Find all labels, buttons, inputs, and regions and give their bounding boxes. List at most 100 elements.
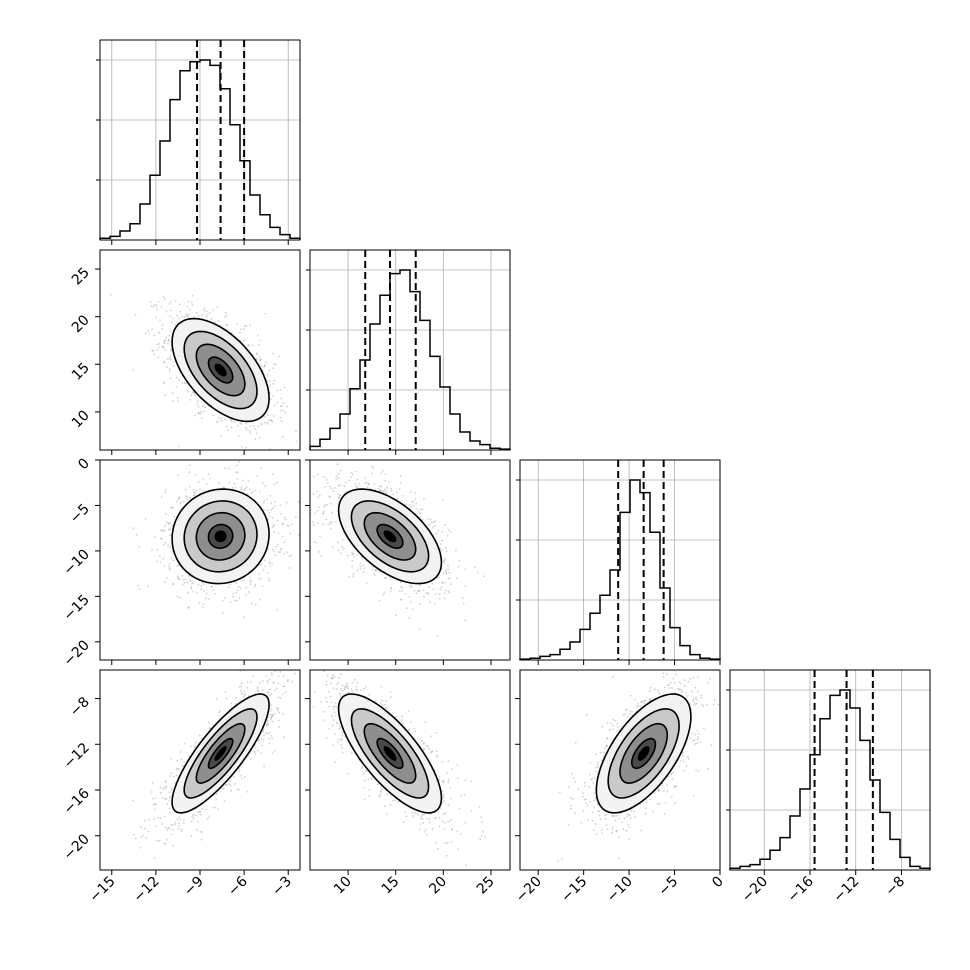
scatter-point [192,488,195,491]
scatter-point [178,303,181,306]
scatter-point [264,312,267,315]
scatter-point [169,567,172,570]
scatter-point [371,568,374,571]
scatter-point [276,543,279,546]
scatter-point [462,597,464,600]
scatter-point [164,297,166,300]
scatter-point [333,456,335,458]
scatter-point [163,842,166,845]
scatter-point [422,589,425,592]
scatter-point [236,424,239,427]
scatter-point [277,551,280,553]
scatter-point [297,533,300,536]
scatter-point [258,343,261,346]
panel-frame [729,669,931,871]
scatter-point [263,364,266,367]
scatter-point [199,488,201,491]
scatter-point [427,593,430,596]
scatter-point [171,789,174,791]
scatter-point [271,673,273,676]
scatter-point [365,481,368,484]
scatter-point [147,330,149,332]
scatter-point [237,435,240,437]
scatter-point [280,420,283,423]
scatter-point [262,501,265,504]
scatter-point [227,586,230,589]
scatter-point [365,582,368,585]
scatter-point [271,507,274,510]
scatter-point [208,815,211,818]
scatter-point [254,603,257,606]
scatter-point [160,528,163,531]
scatter-point [401,495,404,497]
scatter-point [311,521,314,524]
scatter-point [166,838,169,841]
scatter-point [384,492,387,495]
scatter-point [348,479,350,482]
scatter-point [166,358,169,360]
scatter-point [230,789,232,792]
scatter-point [203,410,206,413]
scatter-point [160,537,163,540]
scatter-point [210,585,213,588]
scatter-point [260,364,263,367]
scatter-point [217,320,220,322]
scatter-point [198,601,201,604]
scatter-point [408,616,411,619]
scatter-point [458,559,461,562]
scatter-point [207,598,210,600]
scatter-point [224,467,227,470]
scatter-point [266,422,268,425]
scatter-point [267,414,269,417]
scatter-point [249,580,252,583]
scatter-point [148,332,151,335]
scatter-point [398,590,401,593]
scatter-point [313,541,316,544]
scatter-point [182,819,185,822]
scatter-point [263,765,265,768]
scatter-point [168,791,171,794]
scatter-point [372,572,375,575]
scatter-point [140,836,143,839]
scatter-point [431,582,434,585]
scatter-point [283,541,286,543]
scatter-point [245,594,247,596]
scatter-point [264,565,267,568]
scatter-point [442,572,445,575]
scatter-point [175,500,178,503]
scatter-point [155,825,158,828]
scatter-point [132,527,135,530]
scatter-point [240,486,243,489]
scatter-point [256,663,258,665]
scatter-point [282,523,285,526]
scatter-point [268,562,270,565]
scatter-point [134,313,137,316]
scatter-point [254,427,257,430]
scatter-point [187,606,190,609]
scatter-point [166,366,169,368]
scatter-point [165,310,168,313]
scatter-point [410,601,412,603]
scatter-point [269,713,272,716]
scatter-point [172,361,175,364]
scatter-point [290,523,293,526]
scatter-point [163,361,165,364]
scatter-point [153,536,156,538]
scatter-point [231,487,234,489]
scatter-point [383,591,386,594]
scatter-panel-0-2 [99,459,301,661]
scatter-point [238,597,241,599]
scatter-point [255,357,258,360]
scatter-point [324,485,326,488]
scatter-point [254,489,257,492]
scatter-point [268,369,271,372]
scatter-point [272,550,275,553]
scatter-point [224,418,226,421]
scatter-point [267,548,270,550]
scatter-point [268,515,271,518]
scatter-point [168,302,171,305]
scatter-point [157,356,160,358]
scatter-point [144,332,147,335]
scatter-point [276,608,278,611]
scatter-point [249,324,252,327]
